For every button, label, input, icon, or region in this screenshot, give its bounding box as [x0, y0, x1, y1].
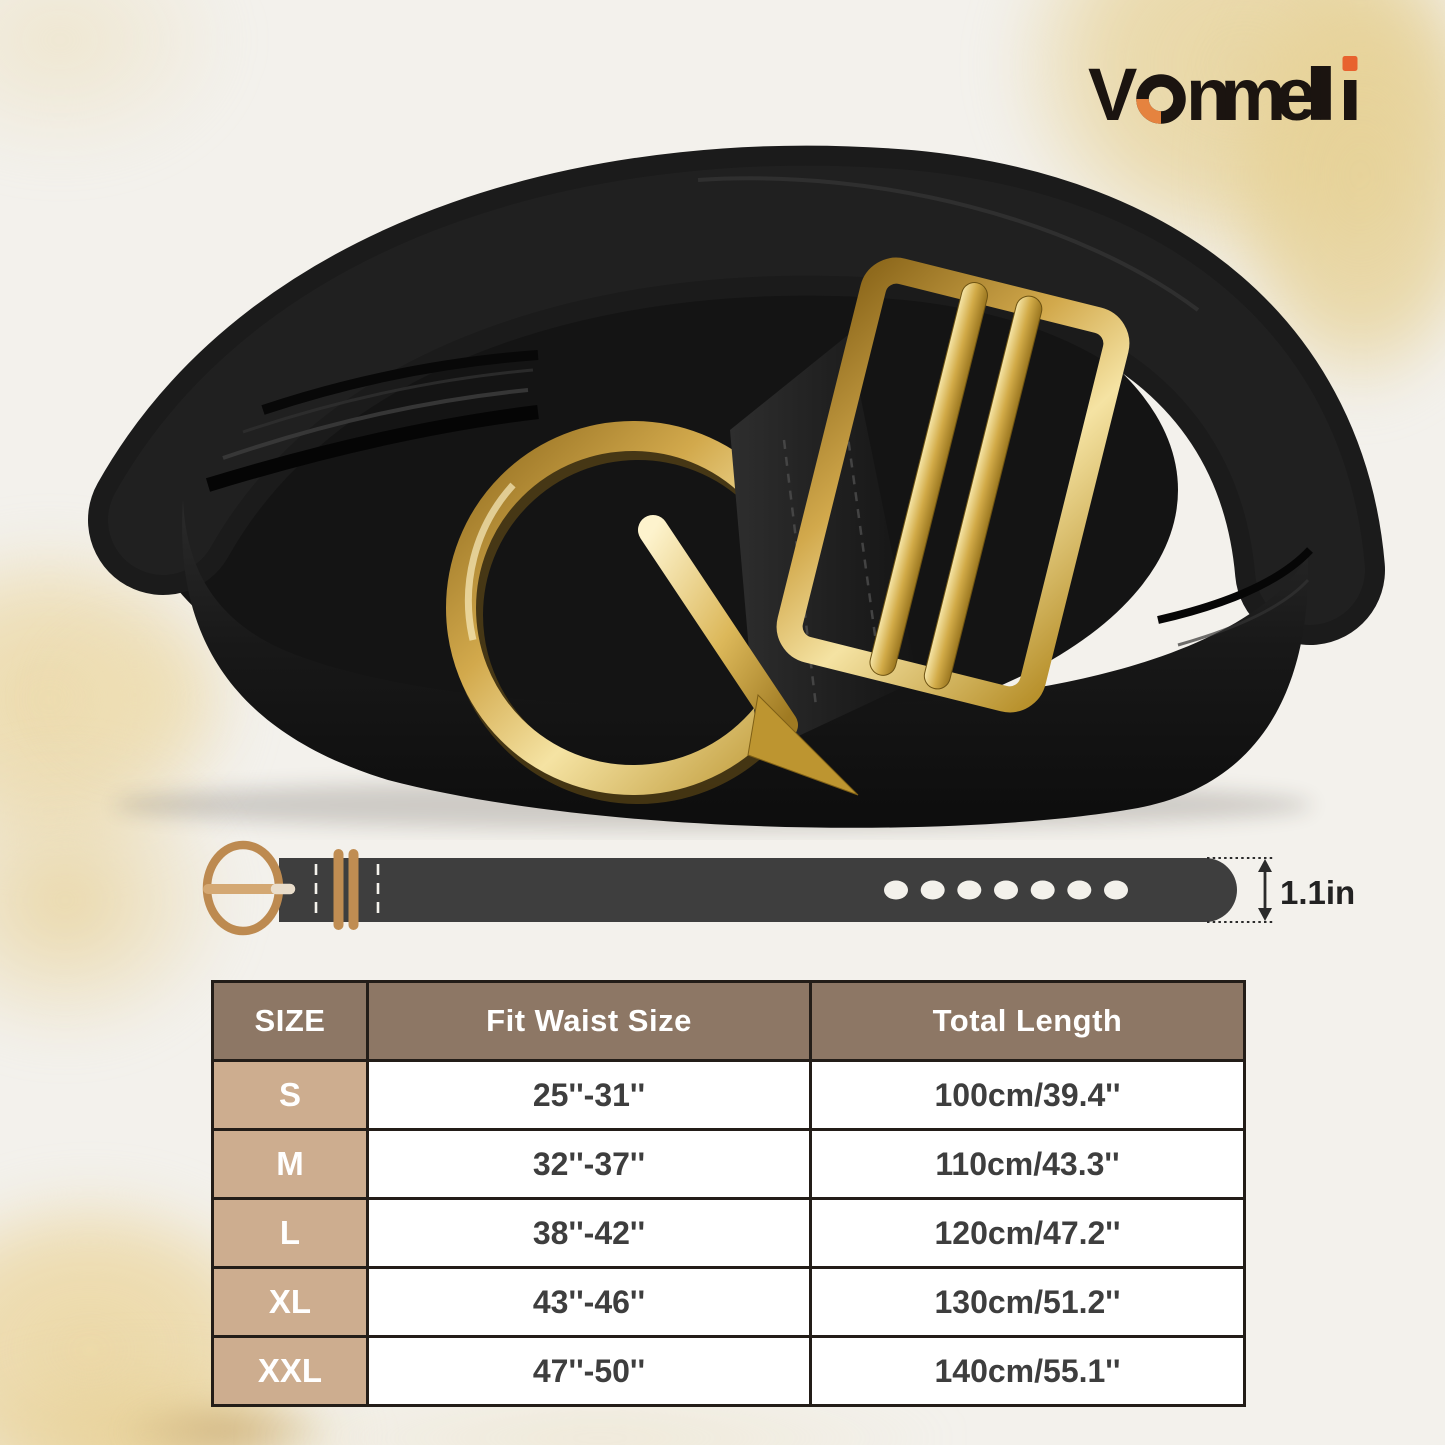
length-cell: 110cm/43.3''	[809, 1128, 1246, 1200]
waist-cell: 47''-50''	[366, 1335, 812, 1407]
table-row-l: L 38''-42'' 120cm/47.2''	[211, 1197, 1246, 1269]
product-photo	[88, 145, 1385, 830]
size-chart-header-row: SIZE Fit Waist Size Total Length	[211, 980, 1246, 1062]
fold-stitching	[842, 407, 882, 673]
logo-letter-o	[1136, 74, 1186, 124]
waist-cell: 25''-31''	[366, 1059, 812, 1131]
belt-coil-edges-left	[205, 350, 539, 492]
header-size: SIZE	[211, 980, 369, 1062]
belt-coil-edges-right	[1157, 547, 1313, 647]
size-cell: XXL	[211, 1335, 369, 1407]
length-cell: 130cm/51.2''	[809, 1266, 1246, 1338]
belt-strap-front	[182, 500, 1309, 828]
logo-letters-nmell: nmell	[1186, 53, 1336, 136]
table-row-m: M 32''-37'' 110cm/43.3''	[211, 1128, 1246, 1200]
logo-letter-i	[1342, 56, 1358, 120]
size-cell: L	[211, 1197, 369, 1269]
diagram-keeper-bars	[333, 849, 359, 930]
buckle-highlight	[464, 482, 516, 641]
buckle-prong	[638, 515, 859, 796]
size-cell: XL	[211, 1266, 369, 1338]
table-row-s: S 25''-31'' 100cm/39.4''	[211, 1059, 1246, 1131]
table-row-xl: XL 43''-46'' 130cm/51.2''	[211, 1266, 1246, 1338]
waist-cell: 38''-42''	[366, 1197, 812, 1269]
diagram-buckle	[202, 840, 296, 936]
size-cell: S	[211, 1059, 369, 1131]
waist-cell: 43''-46''	[366, 1266, 812, 1338]
brand-logo: V nmell	[1088, 53, 1358, 136]
size-chart-table: SIZE Fit Waist Size Total Length S 25''-…	[211, 980, 1246, 1407]
width-dimension-label: 1.1in	[1280, 874, 1355, 911]
width-dimension: 1.1in	[1207, 857, 1355, 923]
header-total-length: Total Length	[809, 980, 1246, 1062]
belt-width-diagram: 1.1in	[202, 840, 1355, 936]
length-cell: 100cm/39.4''	[809, 1059, 1246, 1131]
length-cell: 140cm/55.1''	[809, 1335, 1246, 1407]
belt-strap-upper-sheen	[108, 165, 1365, 625]
length-cell: 120cm/47.2''	[809, 1197, 1246, 1269]
logo-letter-v: V	[1088, 53, 1137, 136]
logo-i-dot-accent	[1342, 56, 1358, 71]
header-fit-waist-size: Fit Waist Size	[366, 980, 812, 1062]
logo-o-orange-accent	[1136, 98, 1162, 124]
belt-strap-edge-seam	[697, 176, 1200, 312]
diagram-holes	[884, 880, 1128, 900]
waist-cell: 32''-37''	[366, 1128, 812, 1200]
size-cell: M	[211, 1128, 369, 1200]
gold-double-keeper	[776, 257, 1130, 713]
table-row-xxl: XXL 47''-50'' 140cm/55.1''	[211, 1335, 1246, 1407]
diagram-strap	[279, 858, 1237, 922]
